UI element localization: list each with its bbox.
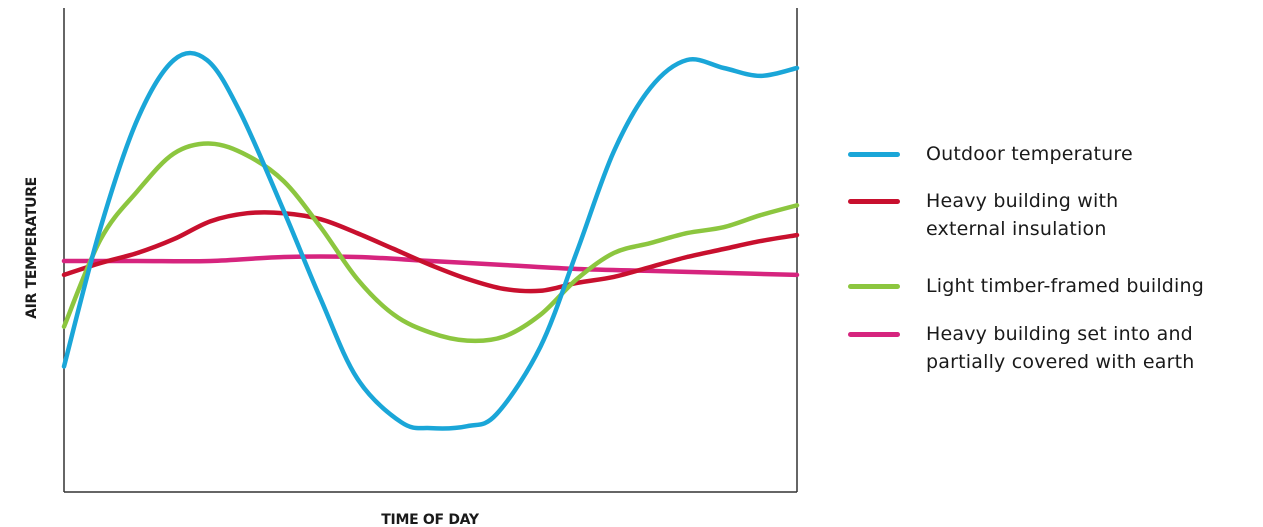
legend-swatch-heavy-insulated	[848, 199, 900, 204]
series-line-outdoor-temperature	[61, 50, 800, 431]
legend-label-light-timber: Light timber-framed building	[926, 275, 1205, 297]
legend-swatch-light-timber	[848, 284, 900, 289]
legend-item-earth-sheltered: Heavy building set into and partially co…	[848, 320, 1258, 390]
legend-swatch-outdoor	[848, 152, 900, 157]
legend-label-heavy-insulated: Heavy building with external insulation	[926, 190, 1119, 240]
y-axis-label: AIR TEMPERATURE	[24, 177, 40, 319]
legend-item-heavy-insulated: Heavy building with external insulation	[848, 187, 1258, 272]
legend-swatch-earth-sheltered	[848, 332, 900, 337]
legend: Outdoor temperature Heavy building with …	[848, 140, 1258, 390]
series-line-heavy-insulated	[61, 210, 800, 294]
series-line-earth-sheltered	[61, 254, 800, 278]
legend-label-earth-sheltered: Heavy building set into and partially co…	[926, 323, 1195, 373]
series-group	[61, 50, 800, 431]
series-line-light-timber	[61, 141, 800, 344]
x-axis-label: TIME OF DAY	[381, 512, 480, 527]
legend-item-light-timber: Light timber-framed building	[848, 272, 1258, 320]
legend-item-outdoor-temperature: Outdoor temperature	[848, 140, 1258, 187]
legend-label-outdoor: Outdoor temperature	[926, 143, 1133, 165]
